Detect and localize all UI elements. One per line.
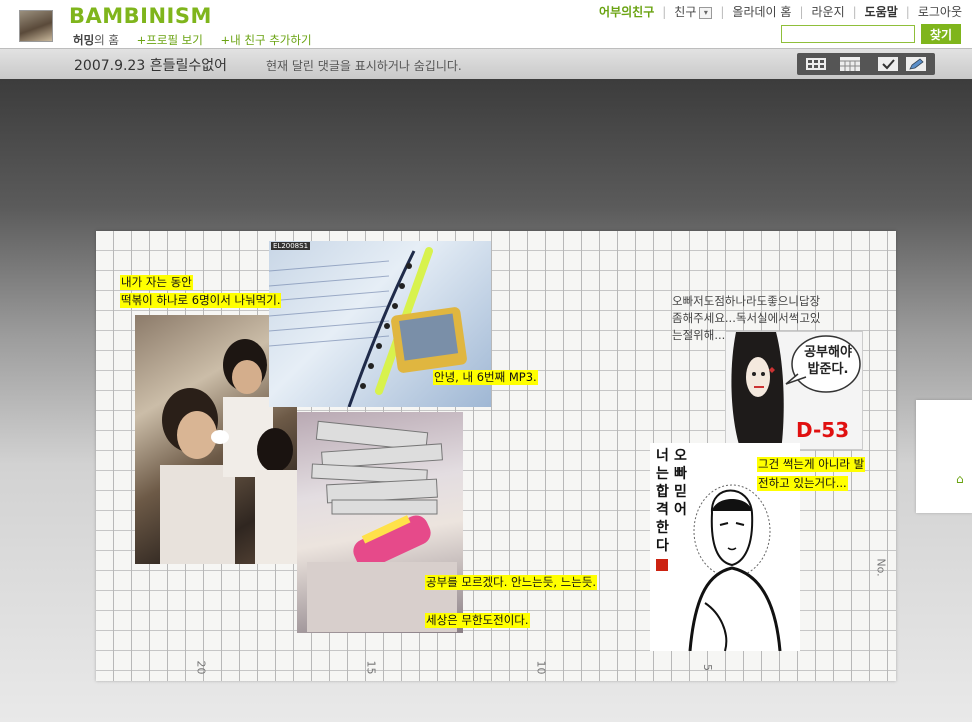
owner-name: 허밍 <box>73 33 95 47</box>
top-menu: 어부의친구 | 친구 ▾ | 올라데이 홈 | 라운지 | 도움말 | 로그아웃 <box>599 5 962 19</box>
edit-pencil-icon[interactable] <box>903 55 929 73</box>
owner-home-label[interactable]: 허밍의 홈 <box>73 33 119 47</box>
caption-sleeping-line1: 내가 자는 동안 <box>120 275 193 290</box>
comic-speech-bubble: 공부해야 밥준다. <box>800 344 856 378</box>
add-friend-link[interactable]: +내 친구 추가하기 <box>220 33 312 47</box>
scale-label: 10 <box>534 660 548 675</box>
sub-navigation: 허밍의 홈 +프로필 보기 +내 친구 추가하기 <box>73 32 312 48</box>
check-icon[interactable] <box>875 55 901 73</box>
menu-item-lounge[interactable]: 라운지 <box>811 5 845 19</box>
handwritten-note: 오빠저도점하나라도좋으니답장 좀해주세요...독서실에서썩고있 는절위해... <box>672 294 821 342</box>
monk-illustration: 오빠믿어 너는합격한다 <box>650 443 800 651</box>
search-input[interactable] <box>781 25 915 43</box>
bubble-line-2: 밥준다. <box>807 362 849 377</box>
menu-item-help[interactable]: 도움말 <box>864 5 898 19</box>
scale-label: No. <box>874 558 888 577</box>
comment-toggle-link[interactable]: 현재 달린 댓글을 표시하거나 숨깁니다. <box>266 59 462 73</box>
post-title: 2007.9.23 흔들릴수없어 <box>74 58 227 74</box>
menu-item-logout[interactable]: 로그아웃 <box>917 5 962 19</box>
scale-label: 15 <box>364 660 378 675</box>
books-pencilcase-photo <box>297 412 463 633</box>
vertical-text-col-2: 너는합격한다 <box>656 448 669 554</box>
friends-eating-photo <box>135 315 297 564</box>
menu-item-olladay-home[interactable]: 올라데이 홈 <box>732 5 792 19</box>
avatar[interactable] <box>19 10 53 42</box>
blog-title[interactable]: BAMBINISM <box>69 4 212 28</box>
vertical-text-col-1: 오빠믿어 <box>674 448 687 518</box>
owner-suffix: 의 홈 <box>94 33 119 47</box>
caption-development-line1: 그건 썩는게 아니라 발 <box>757 457 866 472</box>
profile-link[interactable]: +프로필 보기 <box>136 33 203 47</box>
calendar-view-icon[interactable] <box>837 55 863 73</box>
photo-stamp: EL2008S1 <box>271 242 311 250</box>
dday-counter: D-53 <box>796 418 850 442</box>
comic-girl-illustration: 공부해야 밥준다. D-53 <box>725 331 863 450</box>
post-title-bar: 2007.9.23 흔들릴수없어 현재 달린 댓글을 표시하거나 숨깁니다. <box>0 48 972 79</box>
view-toolbar <box>797 53 935 75</box>
side-tab-icon: ⌂ <box>956 472 964 486</box>
post-photo: 20 15 10 5 No. <box>96 231 896 681</box>
scale-label: 20 <box>194 660 208 675</box>
scale-label: 5 <box>701 664 714 671</box>
top-header: BAMBINISM 허밍의 홈 +프로필 보기 +내 친구 추가하기 어부의친구… <box>0 0 972 48</box>
menu-item-friends[interactable]: 친구 <box>674 5 697 19</box>
caption-development-line2: 전하고 있는거다... <box>757 476 848 491</box>
caption-mp3: 안녕, 내 6번째 MP3. <box>433 370 538 385</box>
grid-view-icon[interactable] <box>803 55 829 73</box>
caption-study: 공부를 모르겠다. 안느는듯, 느는듯. <box>425 575 598 590</box>
search-button[interactable]: 찾기 <box>921 24 961 44</box>
bubble-line-1: 공부해야 <box>804 345 852 360</box>
caption-sleeping-line2: 떡볶이 하나로 6명이서 나눠먹기. <box>120 293 282 308</box>
menu-item-eobu-friend[interactable]: 어부의친구 <box>599 5 655 19</box>
chevron-down-icon[interactable]: ▾ <box>699 6 713 19</box>
side-panel-tab[interactable]: ⌂ <box>916 400 972 513</box>
caption-infinite-challenge: 세상은 무한도전이다. <box>425 613 530 628</box>
